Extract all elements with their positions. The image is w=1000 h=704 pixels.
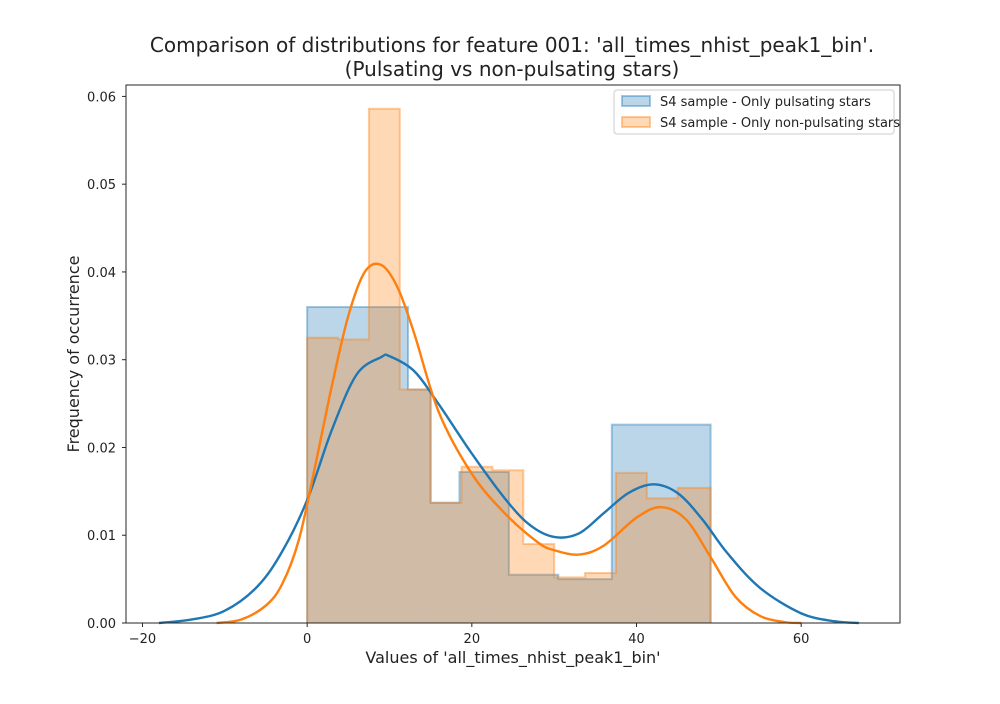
histogram-bar xyxy=(558,579,612,623)
histogram-series-1 xyxy=(306,107,712,623)
y-tick-label: 0.06 xyxy=(87,90,116,105)
y-tick-label: 0.04 xyxy=(87,266,116,281)
kde-curve-1 xyxy=(216,262,802,625)
histogram-bar xyxy=(508,574,559,623)
y-tick-label: 0.02 xyxy=(87,441,116,456)
x-tick-label: 0 xyxy=(303,632,311,647)
plot-area xyxy=(158,107,859,625)
chart-title-line1: Comparison of distributions for feature … xyxy=(150,33,874,57)
histogram-bar xyxy=(430,502,460,623)
x-tick-label: −20 xyxy=(129,632,156,647)
histogram-bar xyxy=(368,108,400,623)
legend: S4 sample - Only pulsating stars S4 samp… xyxy=(613,89,900,135)
y-tick-label: 0.00 xyxy=(87,617,116,632)
x-tick-label: 40 xyxy=(628,632,645,647)
legend-frame xyxy=(613,89,895,135)
y-axis: 0.00 0.01 0.02 0.03 0.04 0.05 0.06 xyxy=(87,90,126,632)
x-axis: −20 0 20 40 60 xyxy=(129,623,810,647)
y-tick-label: 0.01 xyxy=(87,529,116,544)
y-tick-label: 0.03 xyxy=(87,354,116,369)
histogram-bar xyxy=(408,389,431,623)
histogram-bar xyxy=(459,472,472,623)
histogram-bar xyxy=(430,502,462,623)
histogram-bar xyxy=(585,572,616,623)
histogram-bar xyxy=(554,577,586,623)
histogram-bar xyxy=(338,339,369,623)
legend-swatch-pulsating xyxy=(621,95,651,107)
histogram-bar xyxy=(615,472,647,623)
histogram-bar xyxy=(523,544,555,623)
chart-title-line2: (Pulsating vs non-pulsating stars) xyxy=(345,57,680,81)
legend-label-non-pulsating: S4 sample - Only non-pulsating stars xyxy=(660,116,900,131)
legend-swatch-non-pulsating xyxy=(621,116,651,128)
histogram-bar xyxy=(492,470,524,623)
kde-curve-0 xyxy=(158,353,859,625)
y-tick-label: 0.05 xyxy=(87,178,116,193)
x-axis-label: Values of 'all_times_nhist_peak1_bin' xyxy=(365,648,660,668)
x-tick-label: 60 xyxy=(793,632,810,647)
x-tick-label: 20 xyxy=(464,632,481,647)
plot-frame xyxy=(125,84,901,624)
y-axis-label: Frequency of occurrence xyxy=(64,256,83,453)
legend-label-pulsating: S4 sample - Only pulsating stars xyxy=(660,95,871,110)
histogram-bar xyxy=(461,466,493,623)
histogram-bar xyxy=(646,498,678,623)
histogram-bar xyxy=(399,389,431,623)
histogram-bar xyxy=(307,307,409,623)
